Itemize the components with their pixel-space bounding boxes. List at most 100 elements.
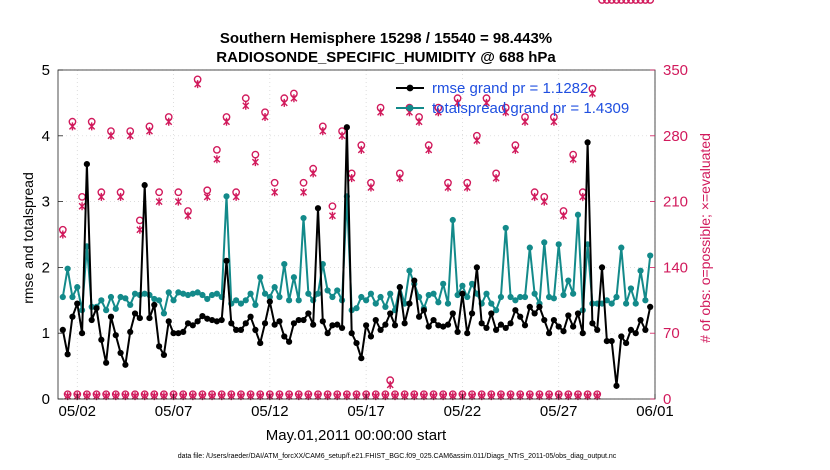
rmse-point <box>310 321 317 328</box>
totalspread-point <box>204 295 211 303</box>
obs-evaluated-point <box>454 98 462 107</box>
rmse-point <box>170 330 177 337</box>
rmse-point <box>78 330 86 337</box>
rmse-point <box>613 382 620 389</box>
obs-evaluated-point <box>203 192 211 201</box>
obs-evaluated-point <box>117 192 125 201</box>
rmse-point <box>555 323 562 330</box>
rmse-point <box>521 322 529 329</box>
totalspread-point <box>295 297 302 304</box>
totalspread-point <box>175 289 182 296</box>
rmse-point <box>131 310 139 317</box>
rmse-point <box>647 303 654 310</box>
rmse-point <box>247 313 254 320</box>
rmse-point <box>290 320 298 327</box>
obs-evaluated-point <box>463 183 471 192</box>
x-tick-label: 05/07 <box>155 403 193 420</box>
chart-subtitle: RADIOSONDE_SPECIFIC_HUMIDITY @ 688 hPa <box>216 49 556 66</box>
rmse-point <box>468 310 476 317</box>
rmse-point <box>502 324 509 332</box>
rmse-point <box>367 333 375 340</box>
obs-evaluated-point <box>579 192 587 201</box>
rmse-point <box>560 328 567 335</box>
rmse-point <box>184 320 192 327</box>
rmse-point <box>391 322 399 329</box>
legend-rmse-label: rmse grand pr = 1.1282 <box>432 80 588 97</box>
totalspread-point <box>213 290 220 297</box>
totalspread-point <box>285 297 293 304</box>
obs-evaluated-point <box>78 202 86 211</box>
x-tick-label: 05/17 <box>347 403 385 420</box>
obs-evaluated-point <box>560 211 568 220</box>
totalspread-point <box>237 300 245 307</box>
legend-spread-label: totalspread grand pr = 1.4309 <box>432 100 629 117</box>
rmse-point <box>589 320 596 327</box>
obs-evaluated-point <box>396 174 404 183</box>
totalspread-point <box>541 239 548 246</box>
rmse-point <box>579 330 586 337</box>
totalspread-point <box>74 284 81 291</box>
rmse-point <box>358 355 365 362</box>
totalspread-point <box>387 290 394 297</box>
totalspread-point <box>507 293 514 301</box>
rmse-point <box>507 320 514 327</box>
rmse-point <box>425 323 432 330</box>
totalspread-point <box>618 244 625 251</box>
rmse-point <box>242 320 249 327</box>
obs-evaluated-point <box>357 145 365 154</box>
legend: rmse grand pr = 1.1282 totalspread grand… <box>396 80 629 117</box>
obs-possible-point <box>641 0 650 4</box>
data-layer <box>59 0 655 401</box>
rmse-point <box>103 359 110 366</box>
obs-possible-point <box>617 0 626 4</box>
rmse-point <box>83 160 90 168</box>
totalspread-point <box>64 265 71 272</box>
totalspread-point <box>565 277 572 284</box>
totalspread-point <box>117 293 124 301</box>
rmse-point <box>632 330 639 337</box>
y-tick-label: 2 <box>42 259 50 276</box>
totalspread-point <box>468 280 476 287</box>
rmse-point <box>64 351 71 358</box>
totalspread-point <box>425 291 432 299</box>
obs-possible-point <box>241 94 250 103</box>
obs-possible-point <box>602 0 611 4</box>
obs-evaluated-point <box>482 98 490 107</box>
rmse-point <box>98 336 105 343</box>
rmse-point <box>343 124 350 131</box>
totalspread-point <box>59 293 66 301</box>
obs-evaluated-point <box>242 101 250 110</box>
obs-evaluated-point <box>319 127 327 136</box>
obs-evaluated-point <box>502 108 510 117</box>
rmse-point <box>401 320 408 327</box>
rmse-point <box>497 321 505 328</box>
y-tick-label: 3 <box>42 194 50 211</box>
rmse-point <box>136 314 143 322</box>
y-tick-label: 1 <box>42 325 50 342</box>
rmse-point <box>334 321 341 328</box>
totalspread-point <box>459 282 466 289</box>
totalspread-point <box>430 290 437 297</box>
rmse-point <box>300 316 307 324</box>
totalspread-point <box>271 284 278 291</box>
totalspread-point <box>512 297 519 304</box>
rmse-point <box>377 326 384 334</box>
rmse-point <box>396 284 403 291</box>
rmse-point <box>598 264 606 271</box>
rmse-point <box>314 205 322 212</box>
rmse-point <box>435 322 442 329</box>
totalspread-point <box>560 291 567 299</box>
obs-possible-point <box>607 0 616 4</box>
rmse-point <box>493 326 500 334</box>
totalspread-point <box>156 297 163 304</box>
rmse-point <box>637 316 644 324</box>
obs-evaluated-point <box>290 94 298 103</box>
rmse-point <box>213 318 220 325</box>
rmse-point <box>233 326 240 334</box>
totalspread-point <box>131 290 139 297</box>
right-y-tick-label: 140 <box>663 259 688 276</box>
x-tick-label: 05/27 <box>540 403 578 420</box>
rmse-point <box>603 337 610 345</box>
totalspread-point <box>233 297 240 304</box>
rmse-point <box>141 182 148 189</box>
